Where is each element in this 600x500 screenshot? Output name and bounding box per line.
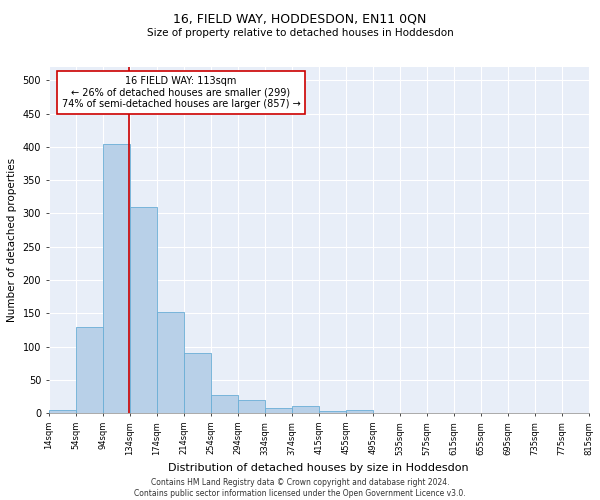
Text: 16, FIELD WAY, HODDESDON, EN11 0QN: 16, FIELD WAY, HODDESDON, EN11 0QN xyxy=(173,12,427,26)
Bar xyxy=(76,326,103,413)
X-axis label: Distribution of detached houses by size in Hoddesdon: Distribution of detached houses by size … xyxy=(169,463,469,473)
Bar xyxy=(319,410,346,413)
Bar xyxy=(157,312,184,413)
Text: Size of property relative to detached houses in Hoddesdon: Size of property relative to detached ho… xyxy=(146,28,454,38)
Text: 16 FIELD WAY: 113sqm
← 26% of detached houses are smaller (299)
74% of semi-deta: 16 FIELD WAY: 113sqm ← 26% of detached h… xyxy=(62,76,301,109)
Bar xyxy=(292,406,319,413)
Bar xyxy=(346,410,373,413)
Bar xyxy=(211,395,238,413)
Text: Contains HM Land Registry data © Crown copyright and database right 2024.
Contai: Contains HM Land Registry data © Crown c… xyxy=(134,478,466,498)
Bar xyxy=(184,354,211,413)
Bar xyxy=(49,410,76,413)
Bar xyxy=(265,408,292,413)
Bar xyxy=(130,207,157,413)
Bar xyxy=(373,412,400,413)
Bar xyxy=(238,400,265,413)
Y-axis label: Number of detached properties: Number of detached properties xyxy=(7,158,17,322)
Bar xyxy=(103,144,130,413)
